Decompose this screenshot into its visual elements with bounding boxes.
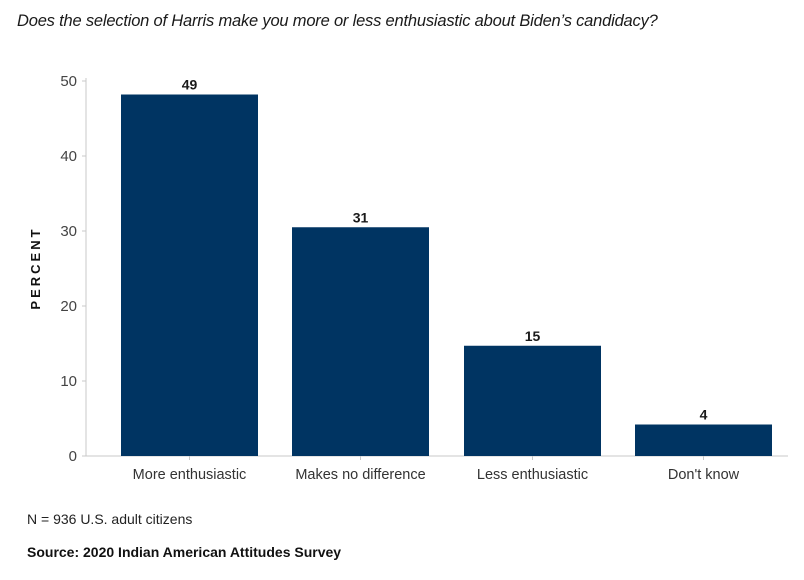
bar bbox=[464, 345, 601, 456]
x-tick-label: Makes no difference bbox=[295, 467, 425, 483]
y-tick-label: 20 bbox=[60, 298, 77, 315]
bar bbox=[121, 94, 258, 456]
chart-title: Does the selection of Harris make you mo… bbox=[17, 12, 658, 30]
bar bbox=[635, 424, 772, 456]
bar-value-label: 15 bbox=[525, 328, 541, 344]
bar bbox=[292, 227, 429, 456]
source-note: Source: 2020 Indian American Attitudes S… bbox=[27, 544, 342, 560]
y-tick-label: 40 bbox=[60, 148, 77, 165]
x-tick-label: Don't know bbox=[668, 467, 740, 483]
y-tick-label: 50 bbox=[60, 73, 77, 90]
y-tick-label: 30 bbox=[60, 223, 77, 240]
bar-value-label: 4 bbox=[700, 407, 708, 423]
sample-size-note: N = 936 U.S. adult citizens bbox=[27, 511, 193, 527]
bar-value-label: 31 bbox=[353, 209, 369, 225]
bar-value-label: 49 bbox=[182, 77, 198, 93]
x-tick-label: More enthusiastic bbox=[133, 467, 247, 483]
y-tick-label: 0 bbox=[69, 448, 77, 465]
x-tick-label: Less enthusiastic bbox=[477, 467, 588, 483]
y-tick-label: 10 bbox=[60, 373, 77, 390]
bar-chart: 0 10 20 30 40 50 PERCENT 49 More enthusiastic 31… bbox=[28, 73, 788, 483]
y-axis-label: PERCENT bbox=[28, 226, 43, 309]
